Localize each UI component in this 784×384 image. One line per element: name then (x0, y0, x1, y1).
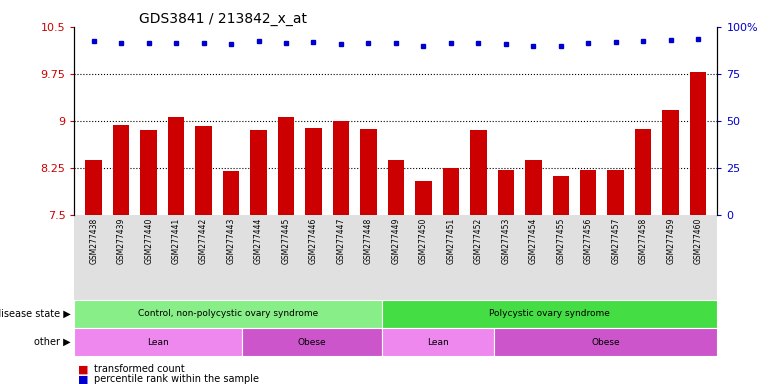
Text: GDS3841 / 213842_x_at: GDS3841 / 213842_x_at (139, 12, 307, 26)
Text: ■: ■ (78, 374, 89, 384)
Bar (690, 72, 706, 384)
Bar (113, 125, 129, 384)
Text: Obese: Obese (298, 338, 326, 347)
Text: transformed count: transformed count (94, 364, 185, 374)
Text: other ▶: other ▶ (34, 337, 71, 347)
Bar (470, 130, 487, 384)
Text: Polycystic ovary syndrome: Polycystic ovary syndrome (489, 310, 610, 318)
Bar (223, 171, 239, 384)
Bar (387, 161, 405, 384)
Text: Lean: Lean (147, 338, 169, 347)
Bar (85, 161, 102, 384)
Text: disease state ▶: disease state ▶ (0, 309, 71, 319)
Bar (250, 130, 267, 384)
Text: Control, non-polycystic ovary syndrome: Control, non-polycystic ovary syndrome (138, 310, 318, 318)
Bar (525, 161, 542, 384)
Text: Obese: Obese (591, 338, 620, 347)
Bar (305, 129, 321, 384)
Bar (168, 117, 184, 384)
Text: percentile rank within the sample: percentile rank within the sample (94, 374, 259, 384)
Bar (140, 130, 157, 384)
Bar (332, 121, 349, 384)
Bar (553, 176, 569, 384)
Text: Lean: Lean (427, 338, 448, 347)
Bar (580, 170, 597, 384)
Bar (635, 129, 652, 384)
Bar (278, 117, 294, 384)
Bar (443, 168, 459, 384)
Bar (416, 180, 432, 384)
Text: ■: ■ (78, 364, 89, 374)
Bar (195, 126, 212, 384)
Bar (360, 129, 376, 384)
Bar (608, 170, 624, 384)
Bar (498, 170, 514, 384)
Bar (662, 110, 679, 384)
